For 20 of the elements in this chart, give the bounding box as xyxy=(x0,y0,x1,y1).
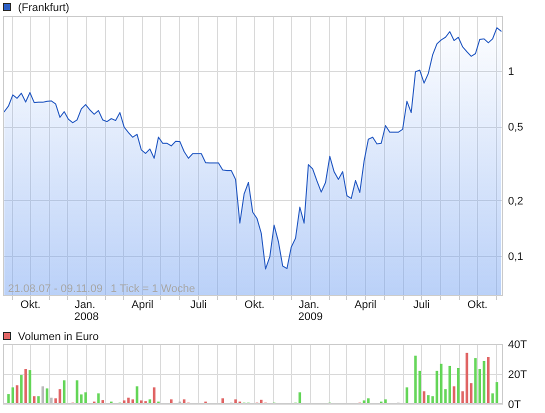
x-tick-label: April xyxy=(354,299,377,311)
x-tick-label: April xyxy=(131,299,154,311)
legend-label: Volumen in Euro xyxy=(18,331,99,343)
x-tick-label: Jan. 2008 xyxy=(74,299,99,323)
x-tick-label: Okt. xyxy=(20,299,41,311)
y-tick-label: 0,1 xyxy=(508,251,524,264)
x-tick-label: Juli xyxy=(413,299,430,311)
x-tick-label: Okt. xyxy=(467,299,488,311)
y-tick-label: 0,5 xyxy=(508,122,524,134)
x-tick-label: Juli xyxy=(190,299,207,311)
y-tick-label: 40T xyxy=(508,338,528,351)
annotation: 21.08.07 - 09.11.09 xyxy=(8,283,103,295)
y-tick-label: 0T xyxy=(508,398,522,411)
annotation: 1 Tick = 1 Woche xyxy=(110,283,196,295)
x-tick-label: Jan. 2009 xyxy=(298,299,323,323)
y-tick-label: 0,2 xyxy=(508,195,524,208)
legend-label: (Frankfurt) xyxy=(18,2,70,14)
y-tick-label: 20T xyxy=(508,368,528,381)
x-tick-label: Okt. xyxy=(244,299,265,311)
y-tick-label: 1 xyxy=(508,66,514,78)
